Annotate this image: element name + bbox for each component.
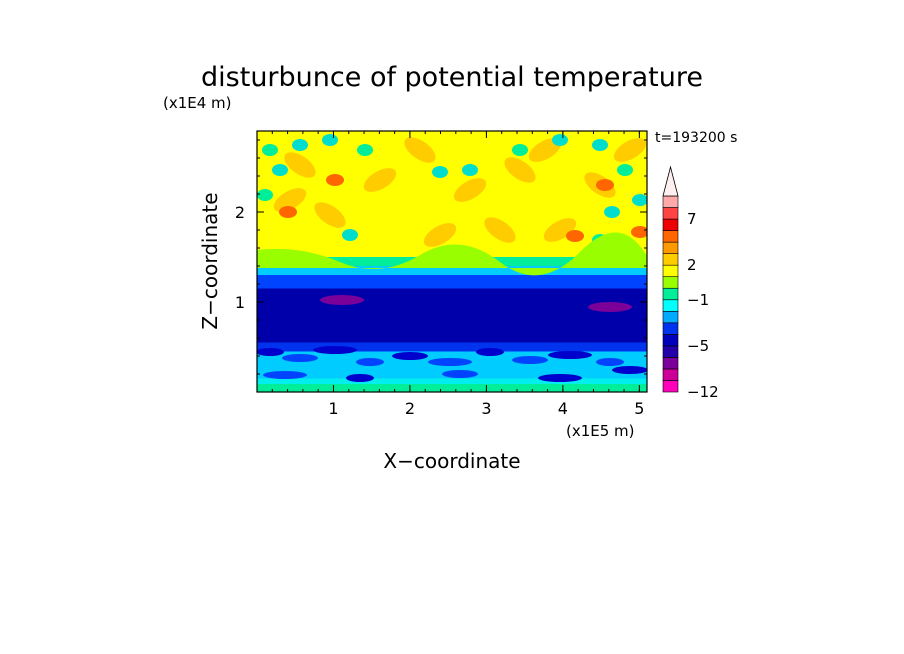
x-axis-label: X−coordinate bbox=[383, 449, 520, 473]
field-patch bbox=[404, 137, 436, 163]
field-patch bbox=[484, 217, 516, 243]
x-tick-label: 3 bbox=[481, 399, 491, 418]
x-tick-label: 2 bbox=[405, 399, 415, 418]
field-patch bbox=[566, 230, 584, 242]
field-patch bbox=[262, 144, 278, 156]
colorbar-segment bbox=[662, 357, 679, 370]
field-patch bbox=[263, 371, 307, 379]
field-patch bbox=[442, 370, 478, 378]
colorbar-segment bbox=[662, 241, 679, 254]
field-patch bbox=[512, 144, 528, 156]
field-patch bbox=[504, 157, 536, 183]
colorbar-segment bbox=[662, 230, 679, 243]
field-patch bbox=[314, 202, 346, 228]
field-patch bbox=[356, 358, 384, 366]
field-patch bbox=[604, 206, 620, 218]
colorbar-extend-arrow bbox=[662, 165, 679, 197]
colorbar-label: 2 bbox=[687, 256, 697, 274]
field-patch bbox=[279, 206, 297, 218]
field-patch bbox=[596, 179, 614, 191]
field-patch bbox=[592, 139, 608, 151]
colorbar-segment bbox=[662, 195, 679, 208]
field-band-5 bbox=[257, 266, 647, 275]
plot-frame bbox=[256, 130, 648, 393]
field-patch bbox=[548, 351, 592, 359]
colorbar-segment bbox=[662, 334, 679, 347]
field-patch bbox=[632, 194, 647, 206]
field-patch bbox=[346, 374, 374, 382]
field-patch bbox=[462, 164, 478, 176]
field-band-7 bbox=[257, 131, 647, 257]
field-band-4 bbox=[257, 275, 647, 289]
colorbar-segment bbox=[662, 207, 679, 220]
colorbar-segment bbox=[662, 299, 679, 312]
field-patch bbox=[543, 218, 577, 242]
field-patch bbox=[357, 144, 373, 156]
field-band-2 bbox=[257, 342, 647, 352]
colorbar-segment bbox=[662, 345, 679, 358]
field-patch bbox=[257, 384, 647, 392]
field-patch bbox=[613, 138, 647, 162]
field-patch bbox=[326, 174, 344, 186]
field-patch bbox=[282, 354, 318, 362]
colorbar-label: 7 bbox=[687, 210, 697, 228]
field-patch bbox=[363, 168, 397, 192]
field-patch bbox=[617, 164, 633, 176]
field-patch bbox=[313, 346, 357, 354]
y-axis-unit: (x1E4 m) bbox=[163, 94, 232, 112]
field-patch bbox=[552, 134, 568, 146]
field-patch bbox=[432, 166, 448, 178]
y-tick-label: 1 bbox=[235, 293, 245, 312]
field-patch bbox=[342, 229, 358, 241]
field-patch bbox=[320, 295, 364, 305]
colorbar-label: −12 bbox=[687, 383, 719, 401]
field-patch bbox=[292, 139, 308, 151]
time-label: t=193200 s bbox=[655, 130, 737, 146]
field-patch bbox=[272, 164, 288, 176]
field-patch bbox=[423, 223, 457, 247]
x-tick-label: 1 bbox=[328, 399, 338, 418]
field-patch bbox=[257, 348, 284, 356]
chart-title: disturbunce of potential temperature bbox=[201, 62, 703, 93]
x-tick-label: 5 bbox=[634, 399, 644, 418]
colorbar-segment bbox=[662, 368, 679, 381]
field-patch bbox=[588, 302, 632, 312]
field-patch bbox=[428, 358, 472, 366]
field-patch bbox=[476, 348, 504, 356]
field-patch bbox=[257, 189, 273, 201]
colorbar: −12−5−127 bbox=[662, 165, 719, 401]
axis-ticks: 1 2 3 4 5 1 2 bbox=[235, 131, 647, 418]
colorbar-label: −1 bbox=[687, 291, 709, 309]
field-patch bbox=[322, 134, 338, 146]
colorbar-segment bbox=[662, 253, 679, 266]
colorbar-segment bbox=[662, 310, 679, 324]
field-patch bbox=[512, 356, 548, 364]
colorbar-segment bbox=[662, 276, 679, 289]
field-patch bbox=[596, 358, 624, 366]
field-patch bbox=[257, 232, 647, 276]
field-patch bbox=[631, 226, 647, 238]
field-patch bbox=[392, 352, 428, 360]
field-patch bbox=[453, 178, 487, 202]
y-axis-label: Z−coordinate bbox=[198, 192, 222, 329]
colorbar-segment bbox=[662, 380, 679, 393]
colorbar-segment bbox=[662, 322, 679, 335]
colorbar-label: −5 bbox=[687, 337, 709, 355]
field-patch bbox=[612, 366, 647, 374]
field-patch bbox=[273, 188, 307, 212]
colorbar-segment bbox=[662, 287, 679, 301]
x-tick-label: 4 bbox=[558, 399, 568, 418]
field-patch bbox=[538, 374, 582, 382]
contour-field bbox=[257, 131, 647, 392]
y-tick-label: 2 bbox=[235, 203, 245, 222]
x-axis-unit: (x1E5 m) bbox=[566, 422, 635, 440]
field-patch bbox=[528, 138, 562, 162]
field-band-3 bbox=[257, 288, 647, 343]
field-patch bbox=[284, 152, 316, 178]
colorbar-segment bbox=[662, 264, 679, 278]
colorbar-segment bbox=[662, 218, 679, 231]
